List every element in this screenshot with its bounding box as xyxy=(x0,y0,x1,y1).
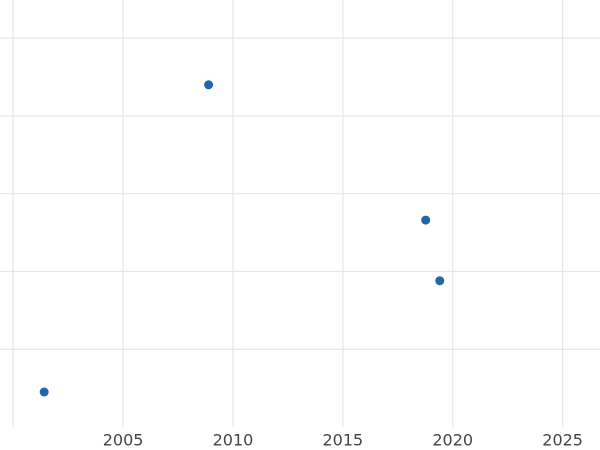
x-tick-label: 2020 xyxy=(432,431,473,450)
x-tick-label: 2015 xyxy=(322,431,363,450)
x-tick-label: 2010 xyxy=(213,431,254,450)
point xyxy=(421,215,431,225)
x-tick-label: 2025 xyxy=(542,431,583,450)
point xyxy=(204,80,214,90)
point xyxy=(39,387,49,397)
point xyxy=(435,276,445,286)
x-tick-label: 2005 xyxy=(103,431,144,450)
